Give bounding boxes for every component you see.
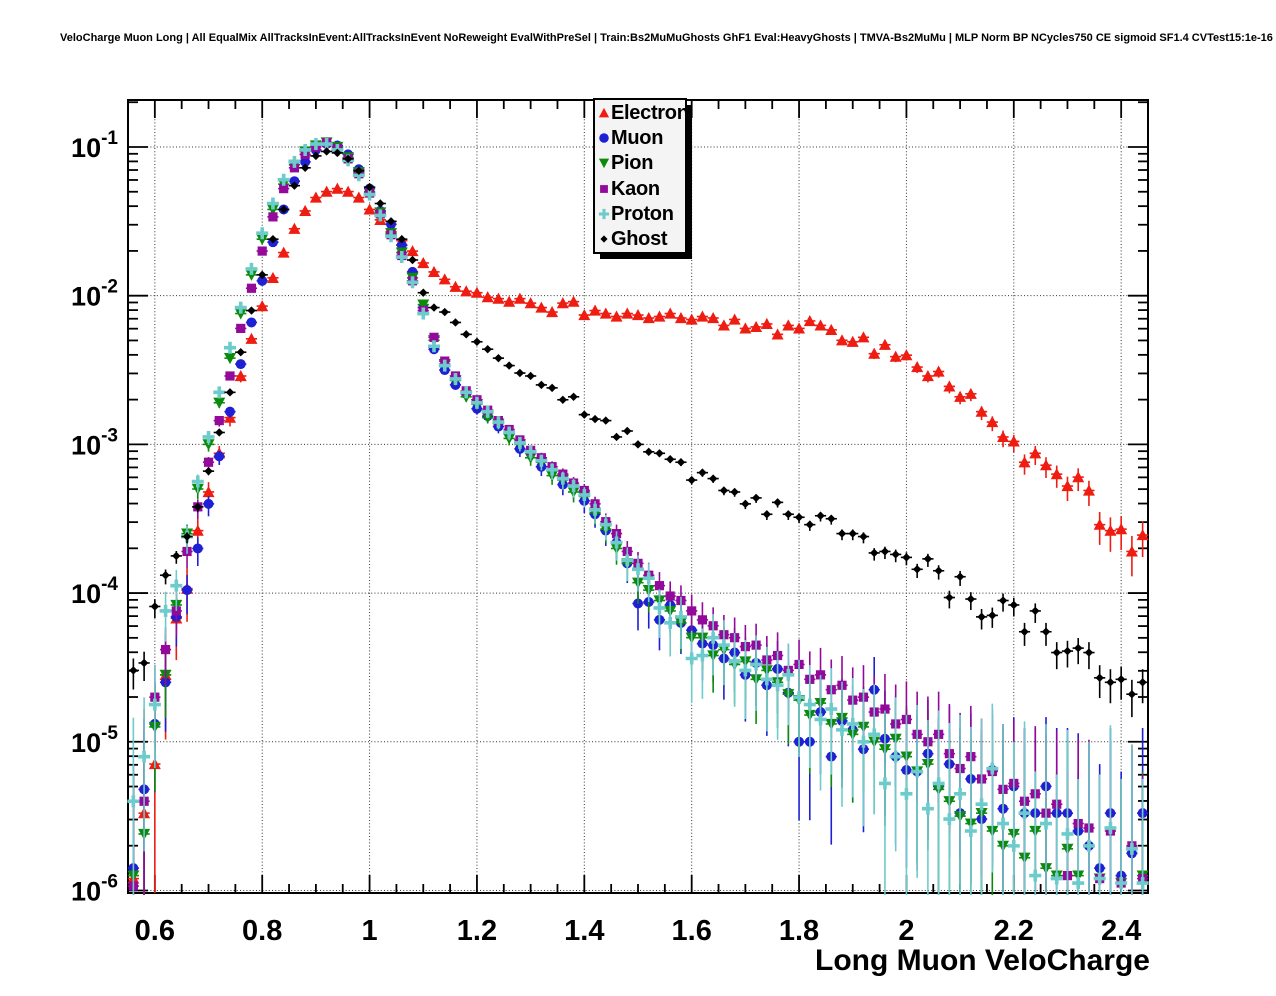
legend-item-proton: Proton <box>595 201 685 226</box>
muon-circle-icon <box>599 133 609 143</box>
x-tick-label: 1.4 <box>564 915 604 947</box>
x-axis-labels: 0.6 0.8 1 1.2 1.4 1.6 1.8 2 2.2 2.4 <box>135 915 1142 947</box>
y-tick-label: 10-3 <box>71 425 118 460</box>
legend-label: Electron <box>611 101 689 124</box>
electron-triangle-icon <box>598 107 610 117</box>
x-tick-label: 1.8 <box>779 915 819 947</box>
legend-item-kaon: Kaon <box>595 176 685 201</box>
pion-triangle-icon <box>598 158 610 169</box>
y-tick-label: 10-1 <box>71 128 118 163</box>
legend-item-pion: Pion <box>595 151 685 176</box>
x-tick-label: 1.2 <box>457 915 497 947</box>
plot-title: VeloCharge Muon Long | All EqualMix AllT… <box>60 32 1276 44</box>
x-tick-label: 1 <box>362 915 378 947</box>
legend-box: Electron Muon Pion Kaon Proton Ghost <box>593 98 689 254</box>
x-tick-label: 0.6 <box>135 915 175 947</box>
y-tick-label: 10-4 <box>71 574 118 609</box>
y-axis-labels: 10-1 10-2 10-3 10-4 10-5 10-6 <box>71 128 118 906</box>
x-axis-title: Long Muon VeloCharge <box>815 944 1150 977</box>
y-tick-label: 10-5 <box>71 723 118 758</box>
legend-label: Muon <box>611 126 664 149</box>
legend-item-muon: Muon <box>595 125 685 150</box>
x-tick-label: 2.4 <box>1101 915 1141 947</box>
legend-label: Pion <box>611 152 654 175</box>
x-tick-label: 2 <box>898 915 914 947</box>
proton-plus-icon <box>598 208 610 219</box>
legend-item-ghost: Ghost <box>595 226 685 251</box>
y-tick-label: 10-2 <box>71 277 118 312</box>
legend-label: Kaon <box>611 177 660 200</box>
legend-label: Ghost <box>611 228 668 251</box>
legend-label: Proton <box>611 202 674 225</box>
y-tick-label: 10-6 <box>71 871 118 906</box>
x-tick-label: 2.2 <box>994 915 1034 947</box>
legend-item-electron: Electron <box>595 100 689 125</box>
x-tick-label: 1.6 <box>672 915 712 947</box>
ghost-diamond-icon <box>600 235 608 243</box>
series-proton <box>127 138 1149 895</box>
x-tick-label: 0.8 <box>242 915 282 947</box>
kaon-square-icon <box>600 184 608 193</box>
